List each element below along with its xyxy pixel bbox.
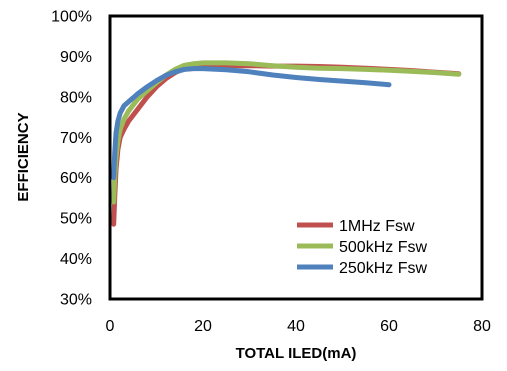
- tick-labels: 30% 40% 50% 60% 70% 80% 90% 100% 0 20 40 60 80: [51, 9, 491, 336]
- plot-frame: [108, 14, 484, 301]
- series-line-2: [111, 60, 462, 205]
- series-line-3: [111, 66, 392, 181]
- x-tick-label: 0: [106, 318, 115, 335]
- series-layer: [111, 60, 462, 227]
- y-tick-label: 90%: [60, 49, 92, 66]
- legend: 1MHz Fsw 500kHz Fsw 250kHz Fsw: [297, 218, 427, 277]
- x-axis-title: TOTAL ILED(mA): [236, 345, 357, 362]
- legend-label: 500kHz Fsw: [339, 239, 427, 256]
- y-tick-label: 60%: [60, 170, 92, 187]
- x-tick-label: 80: [473, 318, 491, 335]
- x-tick-label: 40: [287, 318, 305, 335]
- y-tick-label: 100%: [51, 9, 92, 26]
- x-tick-label: 20: [194, 318, 212, 335]
- legend-label: 1MHz Fsw: [339, 218, 415, 235]
- y-tick-label: 80%: [60, 89, 92, 106]
- series-line-1: [111, 63, 462, 227]
- legend-label: 250kHz Fsw: [339, 260, 427, 277]
- y-tick-label: 40%: [60, 251, 92, 268]
- y-tick-label: 30%: [60, 292, 92, 309]
- y-tick-label: 50%: [60, 211, 92, 228]
- x-tick-label: 60: [380, 318, 398, 335]
- y-tick-label: 70%: [60, 130, 92, 147]
- y-axis-title: EFFICIENCY: [15, 112, 32, 201]
